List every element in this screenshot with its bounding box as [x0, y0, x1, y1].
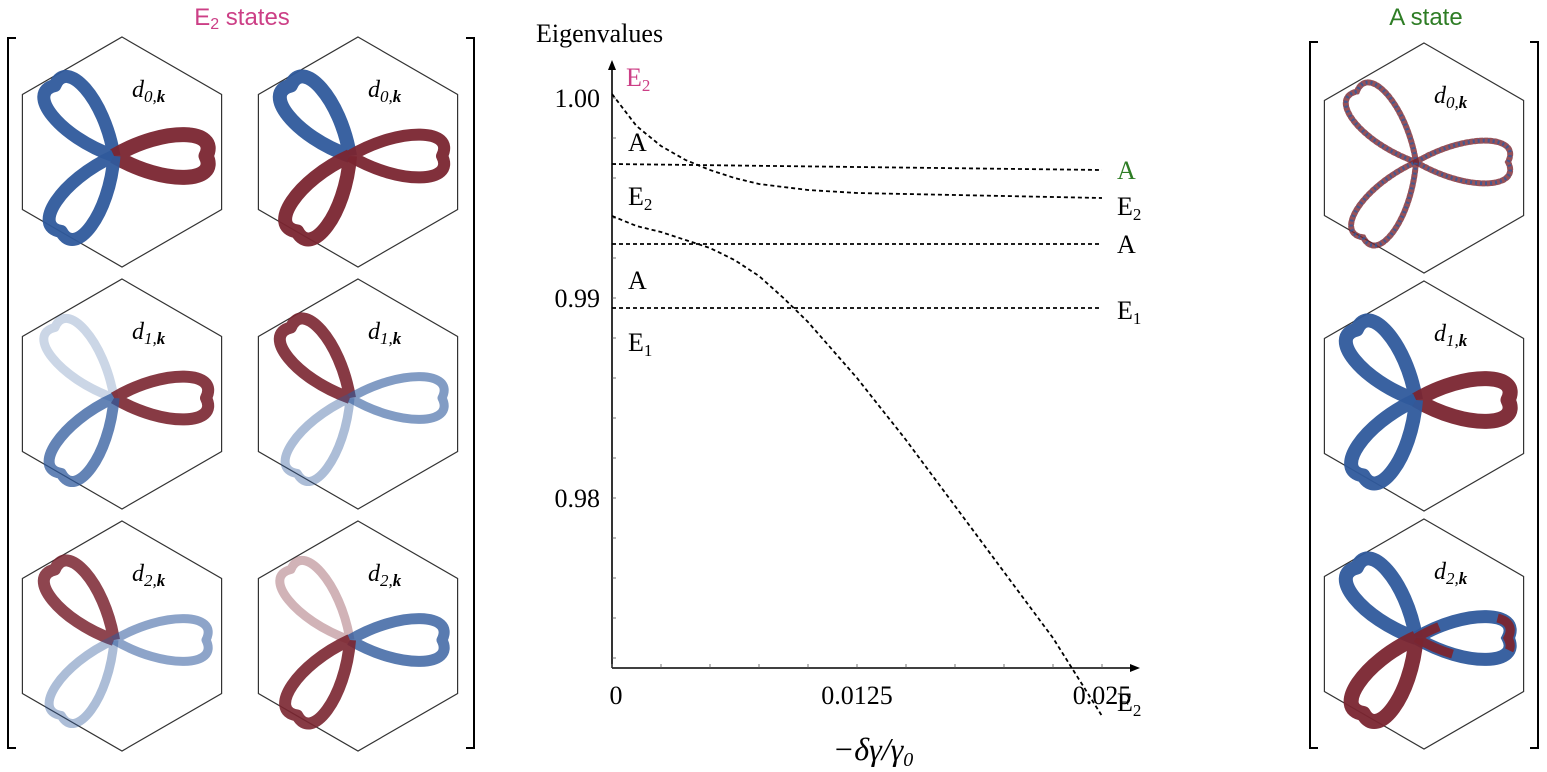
lobe-density: [273, 312, 356, 404]
level-label: E2: [1117, 192, 1141, 224]
lobe-density: [1338, 313, 1423, 407]
e2-tile-3: d1,k: [21, 278, 223, 510]
series-line-1: [611, 93, 1103, 199]
svg-text:−δγ/γ0: −δγ/γ0: [833, 731, 914, 771]
tile-label: d2,k: [1434, 559, 1468, 588]
e2-tile-grid: d0,k d0,k d1,k d1,k d2,k d2,k: [21, 36, 459, 752]
level-label: E1: [1117, 296, 1141, 328]
e2-tile-6: d2,k: [257, 520, 459, 752]
lobe-density: [110, 370, 215, 426]
lobe-density: [111, 614, 213, 666]
lobe-density: [37, 69, 121, 163]
a-tile-2: d1,k: [1323, 280, 1525, 512]
left-bracket-close: [466, 37, 475, 749]
lobe-density: [1344, 80, 1418, 164]
e2-states-panel: E2 states d0,k d0,k d1,k d1,k d2,k d2,k: [7, 4, 475, 752]
series-line-2: [611, 163, 1103, 171]
level-label: A: [628, 266, 647, 295]
lobe-density: [347, 613, 450, 667]
y-axis-arrow: [608, 60, 616, 70]
tick-labels: 0 0.0125 0.025 1.00 0.99 0.98: [555, 84, 1132, 710]
e2-states-title: E2 states: [194, 4, 290, 33]
level-label: E2: [628, 182, 652, 214]
level-label: A: [628, 128, 647, 157]
lobe-density: [278, 149, 357, 247]
tile-label: d1,k: [132, 319, 166, 348]
x-tick-label: 0.025: [1073, 681, 1132, 710]
lobe-density: [1344, 393, 1423, 491]
lobe-density: [279, 634, 356, 730]
right-bracket-open: [1309, 41, 1318, 749]
level-label: E2: [1117, 688, 1141, 720]
tile-label: d0,k: [368, 77, 402, 106]
e2-tile-4: d1,k: [257, 278, 459, 510]
tile-label: d1,k: [1434, 321, 1468, 350]
level-label: E1: [628, 328, 652, 360]
right-bracket-close: [1530, 41, 1539, 749]
series-lines: [611, 93, 1103, 717]
lobe-density: [42, 150, 121, 246]
y-tick-label: 0.99: [555, 284, 601, 313]
a-state-title: A state: [1389, 4, 1462, 31]
level-labels: E2 A E2 A E1 A E2 A E1 E2: [626, 63, 1141, 720]
x-axis-label: −δγ/γ0: [833, 731, 914, 771]
minor-ticks: [611, 97, 1103, 668]
lobe-density: [1349, 160, 1418, 248]
lobe-density: [44, 635, 119, 728]
y-axis-label: Eigenvalues: [536, 19, 663, 48]
lobe-density: [1415, 138, 1512, 186]
lobe-density: [1413, 612, 1515, 664]
lobe-density: [110, 127, 216, 185]
tile-label: d2,k: [132, 561, 166, 590]
tile-label: d0,k: [132, 77, 166, 106]
e2-tile-2: d0,k: [257, 36, 459, 268]
x-tick-label: 0.0125: [821, 681, 893, 710]
lobe-density: [1338, 551, 1423, 645]
lobe-density: [272, 69, 357, 163]
a-tile-1: d0,k: [1323, 42, 1525, 274]
level-label: A: [1117, 230, 1136, 259]
tile-label: d2,k: [368, 561, 402, 590]
a-state-panel: A state d0,k d1,k d2,k: [1309, 4, 1539, 750]
lobe-density: [280, 393, 355, 486]
tile-label: d0,k: [1434, 83, 1468, 112]
lobe-density: [37, 554, 120, 646]
lobe-density: [39, 313, 119, 403]
x-tick-label: 0: [610, 681, 623, 710]
lobe-density: [347, 372, 449, 424]
e2-tile-5: d2,k: [21, 520, 223, 752]
a-tile-3: d2,k: [1323, 518, 1525, 750]
x-axis-label-main: −δγ/γ: [833, 731, 905, 767]
series-line-3: [611, 215, 1103, 717]
lobe-density: [1343, 631, 1424, 729]
e2-tile-1: d0,k: [21, 36, 223, 268]
y-tick-label: 1.00: [555, 84, 601, 113]
lobe-density: [346, 128, 451, 184]
tile-label: d1,k: [368, 319, 402, 348]
left-bracket-open: [7, 37, 16, 749]
x-axis-label-sub: 0: [903, 749, 913, 771]
level-label: A: [1117, 156, 1136, 185]
y-tick-label: 0.98: [555, 484, 601, 513]
eigenvalue-chart: Eigenvalues −δγ/γ0 0 0.0125 0.0251.000.990…: [536, 19, 1141, 771]
lobe-density: [275, 555, 355, 645]
x-axis-arrow: [1130, 664, 1140, 672]
a-tile-column: d0,k d1,k d2,k: [1323, 42, 1525, 750]
lobe-density: [43, 392, 120, 487]
lobe-density: [1412, 371, 1518, 429]
level-label: E2: [626, 63, 650, 95]
